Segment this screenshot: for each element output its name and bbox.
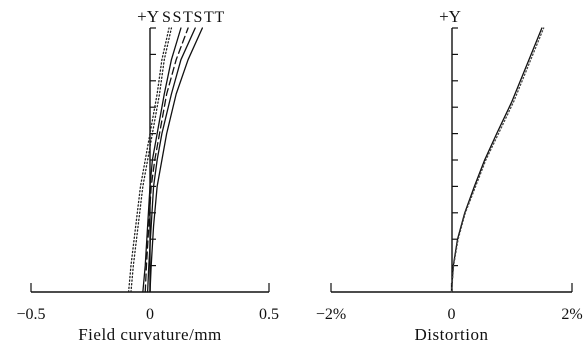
y-axis-label: +Y: [439, 7, 461, 26]
curve-label: T: [204, 9, 214, 26]
curve-label: S: [194, 9, 203, 26]
x-tick-label: 2%: [561, 306, 582, 323]
x-tick-label: 0: [448, 306, 456, 323]
curve-dotted: [130, 27, 173, 293]
y-axis-ticks: [452, 27, 458, 267]
x-tick-label: 0: [146, 306, 154, 323]
curve-solid: [146, 27, 196, 293]
x-axis-ticks: −0.5 0 0.5: [16, 283, 279, 323]
x-axis-ticks: −2% 0 2%: [316, 283, 583, 323]
distortion-panel: −2% 0 2% +Y Distortion: [316, 7, 583, 344]
curve-label: T: [183, 9, 193, 26]
curve-label: S: [162, 9, 171, 26]
x-tick-label: −0.5: [16, 306, 45, 323]
x-tick-label: −2%: [316, 306, 346, 323]
x-tick-label: 0.5: [259, 306, 279, 323]
curve-label: S: [173, 9, 182, 26]
curve-dashed: [144, 27, 189, 293]
x-axis-label: Distortion: [415, 325, 489, 344]
curve-dotted: [127, 27, 170, 293]
curve-solid: [450, 27, 543, 293]
x-axis-label: Field curvature/mm: [78, 325, 222, 344]
curve-solid: [149, 27, 204, 293]
curves: [127, 27, 204, 293]
y-axis-label: +Y: [137, 7, 159, 26]
curves: [450, 27, 545, 293]
curve-dotted: [450, 27, 545, 293]
curve-solid: [142, 27, 182, 293]
curve-label: T: [215, 9, 225, 26]
